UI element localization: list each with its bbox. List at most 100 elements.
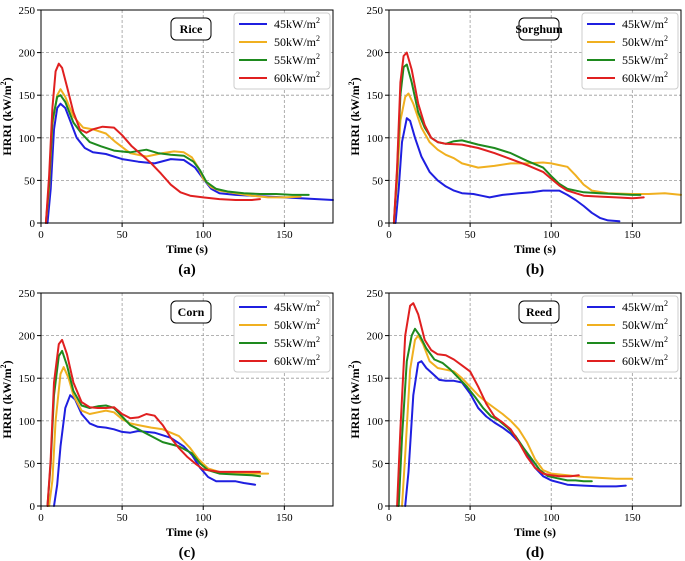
x-tick-label: 50 — [465, 512, 477, 524]
series-line-50kW-m2 — [48, 366, 270, 507]
legend: 45kW/m2 50kW/m2 55kW/m2 60kW/m2 — [233, 12, 331, 90]
legend-label: 60kW/m2 — [622, 353, 668, 368]
legend-label: 45kW/m2 — [274, 299, 320, 314]
series-line-55kW-m2 — [397, 327, 593, 507]
x-tick-label: 100 — [195, 229, 212, 241]
legend-label: 50kW/m2 — [622, 34, 668, 49]
y-tick-label: 0 — [30, 501, 36, 513]
x-tick-label: 50 — [465, 229, 477, 241]
y-tick-label: 150 — [19, 90, 36, 102]
series-line-45kW-m2 — [394, 117, 621, 224]
legend-label: 50kW/m2 — [274, 317, 320, 332]
chart-panel-reed: 0 50 100 150 0 50 100 150 200 250 Time (s) HRRI (kW… — [347, 288, 682, 561]
x-tick-label: 150 — [624, 229, 641, 241]
legend-box — [233, 12, 331, 90]
material-name-box — [518, 17, 560, 41]
y-tick-label: 250 — [367, 5, 384, 17]
series-line-60kW-m2 — [46, 338, 261, 507]
legend-label: 60kW/m2 — [274, 70, 320, 85]
y-tick-label: 150 — [367, 90, 384, 102]
material-name-box — [518, 300, 560, 324]
legend-box — [581, 295, 679, 373]
material-name-box — [170, 17, 212, 41]
legend-box — [581, 12, 679, 90]
legend-label: 60kW/m2 — [622, 70, 668, 85]
y-tick-label: 250 — [367, 288, 384, 300]
legend-label: 45kW/m2 — [622, 299, 668, 314]
material-name: Reed — [526, 305, 552, 319]
x-axis-title: Time (s) — [514, 242, 556, 256]
y-tick-label: 200 — [367, 331, 384, 343]
series-line-60kW-m2 — [396, 302, 580, 507]
legend-box — [233, 295, 331, 373]
chart-panel-corn: 0 50 100 150 0 50 100 150 200 250 Time (s) HRRI (kW… — [0, 288, 334, 561]
chart-panel-sorghum: 0 50 100 150 0 50 100 150 200 250 Time (s) HRRI (kW… — [347, 5, 682, 278]
legend-label: 60kW/m2 — [274, 353, 320, 368]
legend: 45kW/m2 50kW/m2 55kW/m2 60kW/m2 — [581, 12, 679, 90]
y-tick-label: 100 — [367, 133, 384, 145]
x-tick-label: 100 — [543, 229, 560, 241]
x-tick-label: 0 — [38, 229, 44, 241]
x-tick-label: 150 — [276, 229, 293, 241]
legend-label: 55kW/m2 — [622, 52, 668, 67]
series-line-60kW-m2 — [44, 62, 261, 224]
legend-label: 45kW/m2 — [622, 16, 668, 31]
y-tick-label: 0 — [30, 218, 36, 230]
series-line-55kW-m2 — [44, 94, 310, 224]
series-line-45kW-m2 — [46, 102, 334, 224]
y-tick-label: 200 — [19, 48, 36, 60]
series-line-50kW-m2 — [392, 92, 682, 224]
plot-frame — [40, 292, 334, 507]
legend-label: 50kW/m2 — [274, 34, 320, 49]
x-tick-label: 100 — [195, 512, 212, 524]
panel-label: (c) — [179, 545, 196, 561]
y-tick-label: 150 — [19, 373, 36, 385]
y-tick-label: 50 — [372, 458, 384, 470]
x-tick-label: 0 — [386, 512, 392, 524]
y-tick-label: 0 — [378, 501, 384, 513]
y-tick-label: 200 — [367, 48, 384, 60]
x-tick-label: 50 — [117, 512, 129, 524]
y-tick-label: 250 — [19, 288, 36, 300]
y-tick-label: 50 — [372, 175, 384, 187]
y-axis-title: HRRI (kW/m2) — [347, 77, 362, 155]
y-tick-label: 100 — [19, 133, 36, 145]
y-tick-label: 100 — [367, 416, 384, 428]
material-name: Rice — [180, 22, 203, 36]
material-name-box — [170, 300, 212, 324]
x-tick-label: 0 — [38, 512, 44, 524]
x-axis-title: Time (s) — [514, 525, 556, 539]
plot-frame — [388, 9, 682, 224]
y-axis-title: HRRI (kW/m2) — [0, 360, 14, 438]
y-tick-label: 50 — [24, 458, 36, 470]
panel-label: (b) — [526, 262, 544, 278]
y-tick-label: 150 — [367, 373, 384, 385]
legend-label: 55kW/m2 — [274, 52, 320, 67]
legend: 45kW/m2 50kW/m2 55kW/m2 60kW/m2 — [581, 295, 679, 373]
x-tick-label: 50 — [117, 229, 129, 241]
series-line-45kW-m2 — [404, 360, 627, 507]
y-axis-title: HRRI (kW/m2) — [0, 77, 14, 155]
material-name: Corn — [178, 305, 205, 319]
y-tick-label: 200 — [19, 331, 36, 343]
y-axis-title: HRRI (kW/m2) — [347, 360, 362, 438]
legend-label: 50kW/m2 — [622, 317, 668, 332]
series-line-45kW-m2 — [53, 394, 257, 507]
plot-frame — [40, 9, 334, 224]
x-axis-title: Time (s) — [166, 525, 208, 539]
panel-label: (a) — [178, 262, 196, 278]
x-tick-label: 150 — [624, 512, 641, 524]
series-line-50kW-m2 — [44, 88, 302, 224]
panel-label: (d) — [526, 545, 544, 561]
x-axis-title: Time (s) — [166, 242, 208, 256]
x-tick-label: 150 — [276, 512, 293, 524]
y-tick-label: 250 — [19, 5, 36, 17]
x-tick-label: 100 — [543, 512, 560, 524]
legend-label: 55kW/m2 — [622, 335, 668, 350]
plot-frame — [388, 292, 682, 507]
y-tick-label: 0 — [378, 218, 384, 230]
y-tick-label: 50 — [24, 175, 36, 187]
legend: 45kW/m2 50kW/m2 55kW/m2 60kW/m2 — [233, 295, 331, 373]
legend-label: 45kW/m2 — [274, 16, 320, 31]
